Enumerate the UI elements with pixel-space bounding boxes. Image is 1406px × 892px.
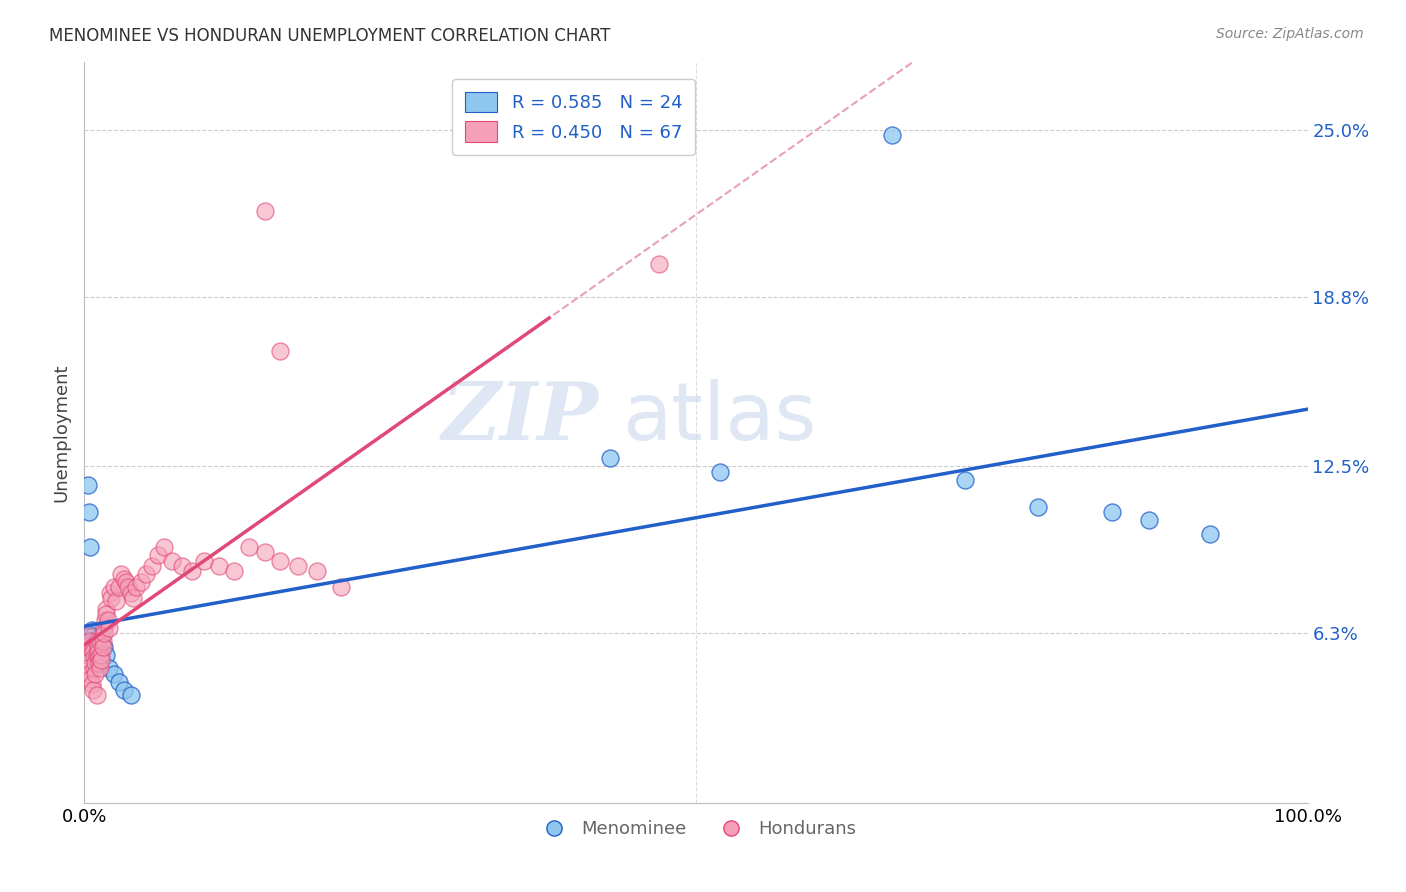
Point (112, 682, 135, 697)
Point (82, 682, 104, 697)
Point (709, 465, 731, 479)
Point (330, 581, 353, 595)
Point (125, 581, 148, 595)
Point (599, 451, 621, 466)
Y-axis label: Unemployment: Unemployment (52, 363, 70, 502)
Point (305, 564, 328, 578)
Point (86, 648, 108, 662)
Point (141, 558, 163, 573)
Point (90, 648, 112, 662)
Point (82, 629, 104, 643)
Point (77, 505, 100, 519)
Point (79, 634, 101, 648)
Point (87, 645, 110, 659)
Point (90, 629, 112, 643)
Point (287, 558, 309, 573)
Point (96, 602, 118, 616)
Point (162, 553, 184, 567)
Point (80, 677, 103, 691)
Point (77, 478, 100, 492)
Point (1028, 500, 1050, 514)
Point (97, 621, 120, 635)
Point (193, 553, 215, 567)
Point (135, 566, 157, 581)
Point (77, 666, 100, 681)
Point (96, 607, 118, 622)
Point (254, 545, 277, 559)
Point (103, 581, 125, 595)
Point (91, 640, 114, 654)
Text: MENOMINEE VS HONDURAN UNEMPLOYMENT CORRELATION CHART: MENOMINEE VS HONDURAN UNEMPLOYMENT CORRE… (49, 27, 610, 45)
Point (107, 581, 129, 595)
Point (254, 203, 277, 218)
Point (153, 540, 176, 554)
Point (90, 653, 112, 667)
Point (84, 666, 107, 681)
Point (84, 656, 107, 670)
Point (1198, 526, 1220, 541)
Point (146, 548, 169, 562)
Point (115, 575, 138, 590)
Text: ZIP: ZIP (441, 379, 598, 457)
Point (76, 648, 98, 662)
Point (120, 586, 142, 600)
Point (1101, 505, 1123, 519)
Point (89, 661, 111, 675)
Point (97, 613, 120, 627)
Text: Source: ZipAtlas.com: Source: ZipAtlas.com (1216, 27, 1364, 41)
Point (83, 650, 105, 665)
Point (83, 634, 105, 648)
Point (96, 648, 118, 662)
Point (87, 640, 110, 654)
Point (120, 688, 142, 702)
Point (98, 586, 121, 600)
Point (238, 540, 260, 554)
Point (80, 640, 103, 654)
Point (87, 656, 110, 670)
Legend: Menominee, Hondurans: Menominee, Hondurans (529, 814, 863, 846)
Point (86, 648, 108, 662)
Point (222, 564, 245, 578)
Point (122, 591, 145, 606)
Point (79, 540, 101, 554)
Text: atlas: atlas (623, 379, 817, 457)
Point (1137, 513, 1160, 527)
Point (107, 674, 129, 689)
Point (129, 575, 152, 590)
Point (87, 650, 110, 665)
Point (97, 661, 120, 675)
Point (94, 613, 117, 627)
Point (953, 473, 976, 487)
Point (103, 666, 125, 681)
Point (87, 656, 110, 670)
Point (172, 558, 194, 573)
Point (86, 688, 108, 702)
Point (86, 634, 108, 648)
Point (79, 672, 101, 686)
Point (89, 634, 111, 648)
Point (100, 591, 122, 606)
Point (110, 566, 132, 581)
Point (77, 661, 100, 675)
Point (112, 572, 135, 586)
Point (648, 257, 671, 271)
Point (93, 621, 115, 635)
Point (93, 640, 115, 654)
Point (80, 624, 103, 638)
Point (83, 661, 105, 675)
Point (77, 640, 100, 654)
Point (181, 564, 204, 578)
Point (91, 634, 114, 648)
Point (269, 553, 291, 567)
Point (269, 343, 291, 358)
Point (82, 645, 104, 659)
Point (880, 128, 903, 142)
Point (208, 558, 231, 573)
Point (93, 626, 115, 640)
Point (77, 629, 100, 643)
Point (117, 581, 139, 595)
Point (105, 594, 128, 608)
